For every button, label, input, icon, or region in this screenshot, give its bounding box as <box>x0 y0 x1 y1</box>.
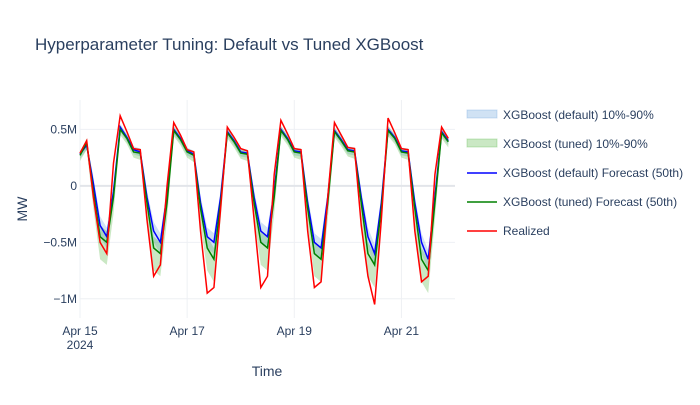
legend-swatch <box>466 109 498 119</box>
y-tick-label: 0.5M <box>50 122 77 136</box>
chart-title: Hyperparameter Tuning: Default vs Tuned … <box>35 35 424 54</box>
legend-label: Realized <box>503 224 550 238</box>
y-axis-title: MW <box>14 196 30 222</box>
legend-label: XGBoost (tuned) Forecast (50th) <box>503 195 677 209</box>
legend-label: XGBoost (default) 10%-90% <box>503 108 654 122</box>
x-tick-label: Apr 21 <box>384 324 420 338</box>
x-tick-label: Apr 19 <box>277 324 313 338</box>
y-tick-label: −1M <box>53 292 77 306</box>
legend-label: XGBoost (default) Forecast (50th) <box>503 166 683 180</box>
legend-label: XGBoost (tuned) 10%-90% <box>503 137 648 151</box>
x-axis-title: Time <box>252 363 283 379</box>
legend-swatch <box>466 138 498 148</box>
series-line <box>79 113 449 305</box>
y-tick-label: −0.5M <box>43 235 77 249</box>
y-tick-label: 0 <box>70 179 77 193</box>
x-tick-sublabel: 2024 <box>67 338 94 352</box>
x-tick-label: Apr 17 <box>169 324 205 338</box>
x-tick-label: Apr 15 <box>62 324 98 338</box>
